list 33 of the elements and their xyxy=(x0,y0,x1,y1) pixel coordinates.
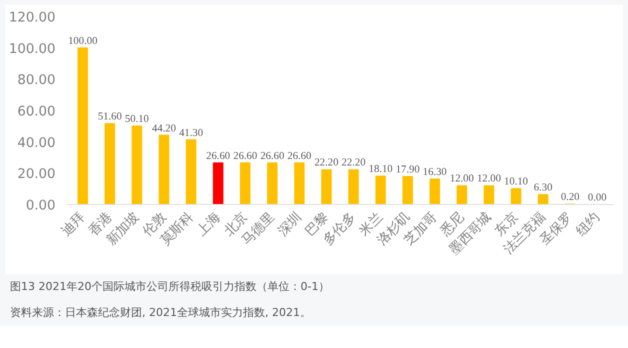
data-label: 17.90 xyxy=(396,164,420,176)
x-tick-label: 纽约 xyxy=(574,210,603,240)
data-label: 22.20 xyxy=(314,158,338,169)
data-label: 22.20 xyxy=(342,158,366,169)
text: 图13 2021年20个国际城市公司所得税吸引力指数（单位：0-1） xyxy=(10,279,330,295)
data-label: 44.20 xyxy=(152,123,176,134)
data-label: 26.60 xyxy=(206,150,230,162)
y-tick-label: 60.00 xyxy=(17,104,56,120)
data-label: 16.30 xyxy=(422,166,447,178)
data-label: 0.20 xyxy=(560,192,580,204)
y-tick-label: 120.00 xyxy=(8,10,56,26)
y-tick-label: 0.00 xyxy=(26,198,56,214)
data-label: 12.00 xyxy=(450,174,474,185)
data-label: 41.30 xyxy=(179,128,204,139)
x-tick-label: 上海 xyxy=(194,210,224,240)
data-label: 100.00 xyxy=(68,36,98,47)
x-tick-label: 深圳 xyxy=(276,210,305,240)
data-label: 12.00 xyxy=(476,174,501,185)
data-label: 50.10 xyxy=(124,114,149,126)
data-label: 51.60 xyxy=(98,112,122,123)
data-label: 26.60 xyxy=(287,150,312,162)
text: 资料来源：日本森纪念财团, 2021全球城市实力指数, 2021。 xyxy=(10,305,311,321)
y-tick-label: 100.00 xyxy=(8,42,56,57)
data-label: 6.30 xyxy=(534,182,552,194)
data-label: 26.60 xyxy=(233,150,258,162)
data-label: 18.10 xyxy=(368,164,393,176)
data-label: 10.10 xyxy=(504,176,528,188)
data-label: 0.00 xyxy=(588,192,607,204)
y-tick-label: 80.00 xyxy=(17,73,56,88)
y-tick-label: 40.00 xyxy=(17,136,56,151)
x-tick-label: 迪拜 xyxy=(59,210,88,240)
data-label: 26.60 xyxy=(260,150,284,162)
y-tick-label: 20.00 xyxy=(17,167,56,182)
